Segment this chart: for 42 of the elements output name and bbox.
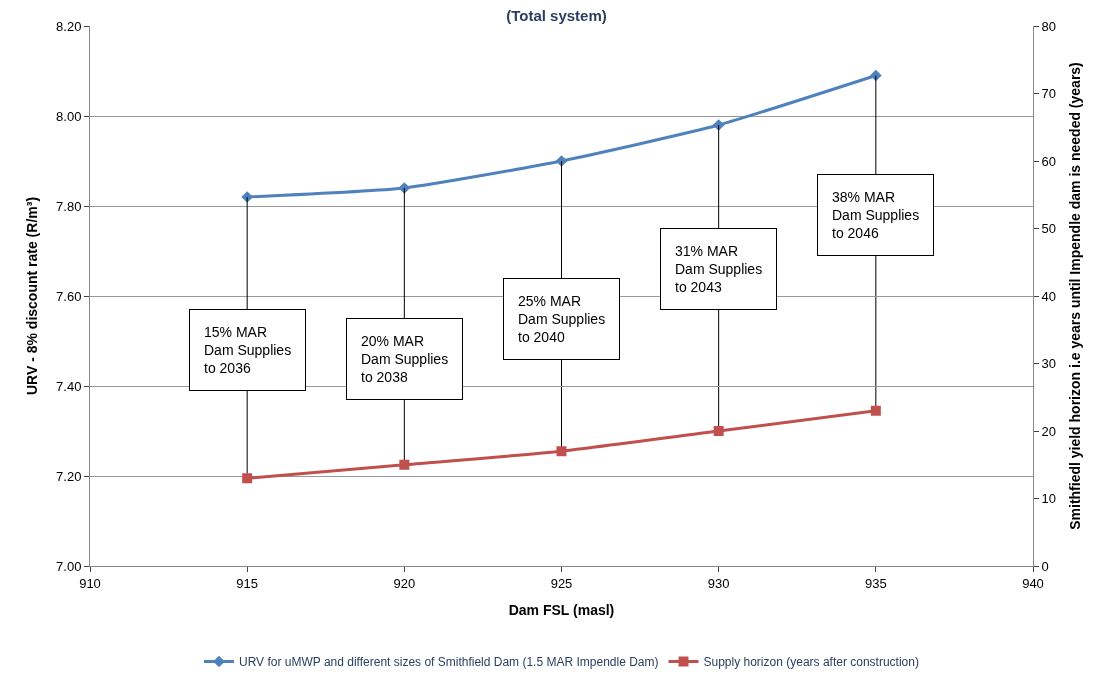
x-tick-label: 925: [550, 575, 573, 591]
annotation: 31% MAR Dam Supplies to 2043: [675, 243, 763, 296]
point: [242, 473, 253, 484]
point: [556, 446, 567, 457]
y2-tick-label: 70: [1041, 86, 1057, 102]
y2-tick-label: 60: [1041, 153, 1057, 169]
chart-title: (Total system): [506, 6, 607, 24]
y-tick-label: 8.00: [56, 108, 82, 124]
x-tick-label: 935: [864, 575, 887, 591]
y-tick-label: 7.60: [56, 288, 82, 304]
y2-tick-label: 20: [1041, 423, 1057, 439]
annotation: 38% MAR Dam Supplies to 2046: [832, 189, 920, 242]
y2-axis-title: Smithfiedl yield horizon i.e years until Impendle dam is needed (years): [1067, 62, 1084, 530]
x-tick-label: 930: [707, 575, 730, 591]
y2-tick-label: 10: [1041, 491, 1057, 507]
y2-tick-label: 80: [1041, 18, 1057, 34]
y-tick-label: 8.20: [56, 18, 82, 34]
y-tick-label: 7.20: [56, 468, 82, 484]
point: [870, 405, 881, 416]
y2-tick-label: 40: [1041, 288, 1057, 304]
point: [712, 119, 725, 131]
annotation: 25% MAR Dam Supplies to 2040: [518, 293, 606, 346]
y2-tick-label: 50: [1041, 221, 1057, 237]
x-tick-label: 910: [79, 575, 101, 591]
annotation: 15% MAR Dam Supplies to 2036: [204, 324, 292, 377]
y-axis-title: URV - 8% discount rate (R/m³): [23, 196, 40, 396]
y-tick-label: 7.80: [56, 198, 82, 214]
y-tick-label: 7.00: [56, 558, 82, 574]
point: [869, 69, 882, 82]
x-tick-label: 940: [1022, 575, 1044, 591]
y2-tick-label: 0: [1041, 558, 1049, 574]
x-tick-label: 915: [236, 575, 259, 591]
legend-label: Supply horizon (years after construction): [703, 655, 919, 670]
legend-label: URV for uMWP and different sizes of Smithfield Dam (1.5 MAR Impendle Dam): [239, 655, 659, 670]
point: [399, 459, 410, 470]
point: [398, 182, 411, 194]
x-axis-title: Dam FSL (masl): [508, 601, 615, 618]
x-tick-label: 920: [393, 575, 416, 591]
y2-tick-label: 30: [1041, 356, 1057, 372]
annotation: 20% MAR Dam Supplies to 2038: [361, 333, 449, 386]
point: [713, 426, 724, 436]
y-tick-label: 7.40: [56, 378, 82, 394]
